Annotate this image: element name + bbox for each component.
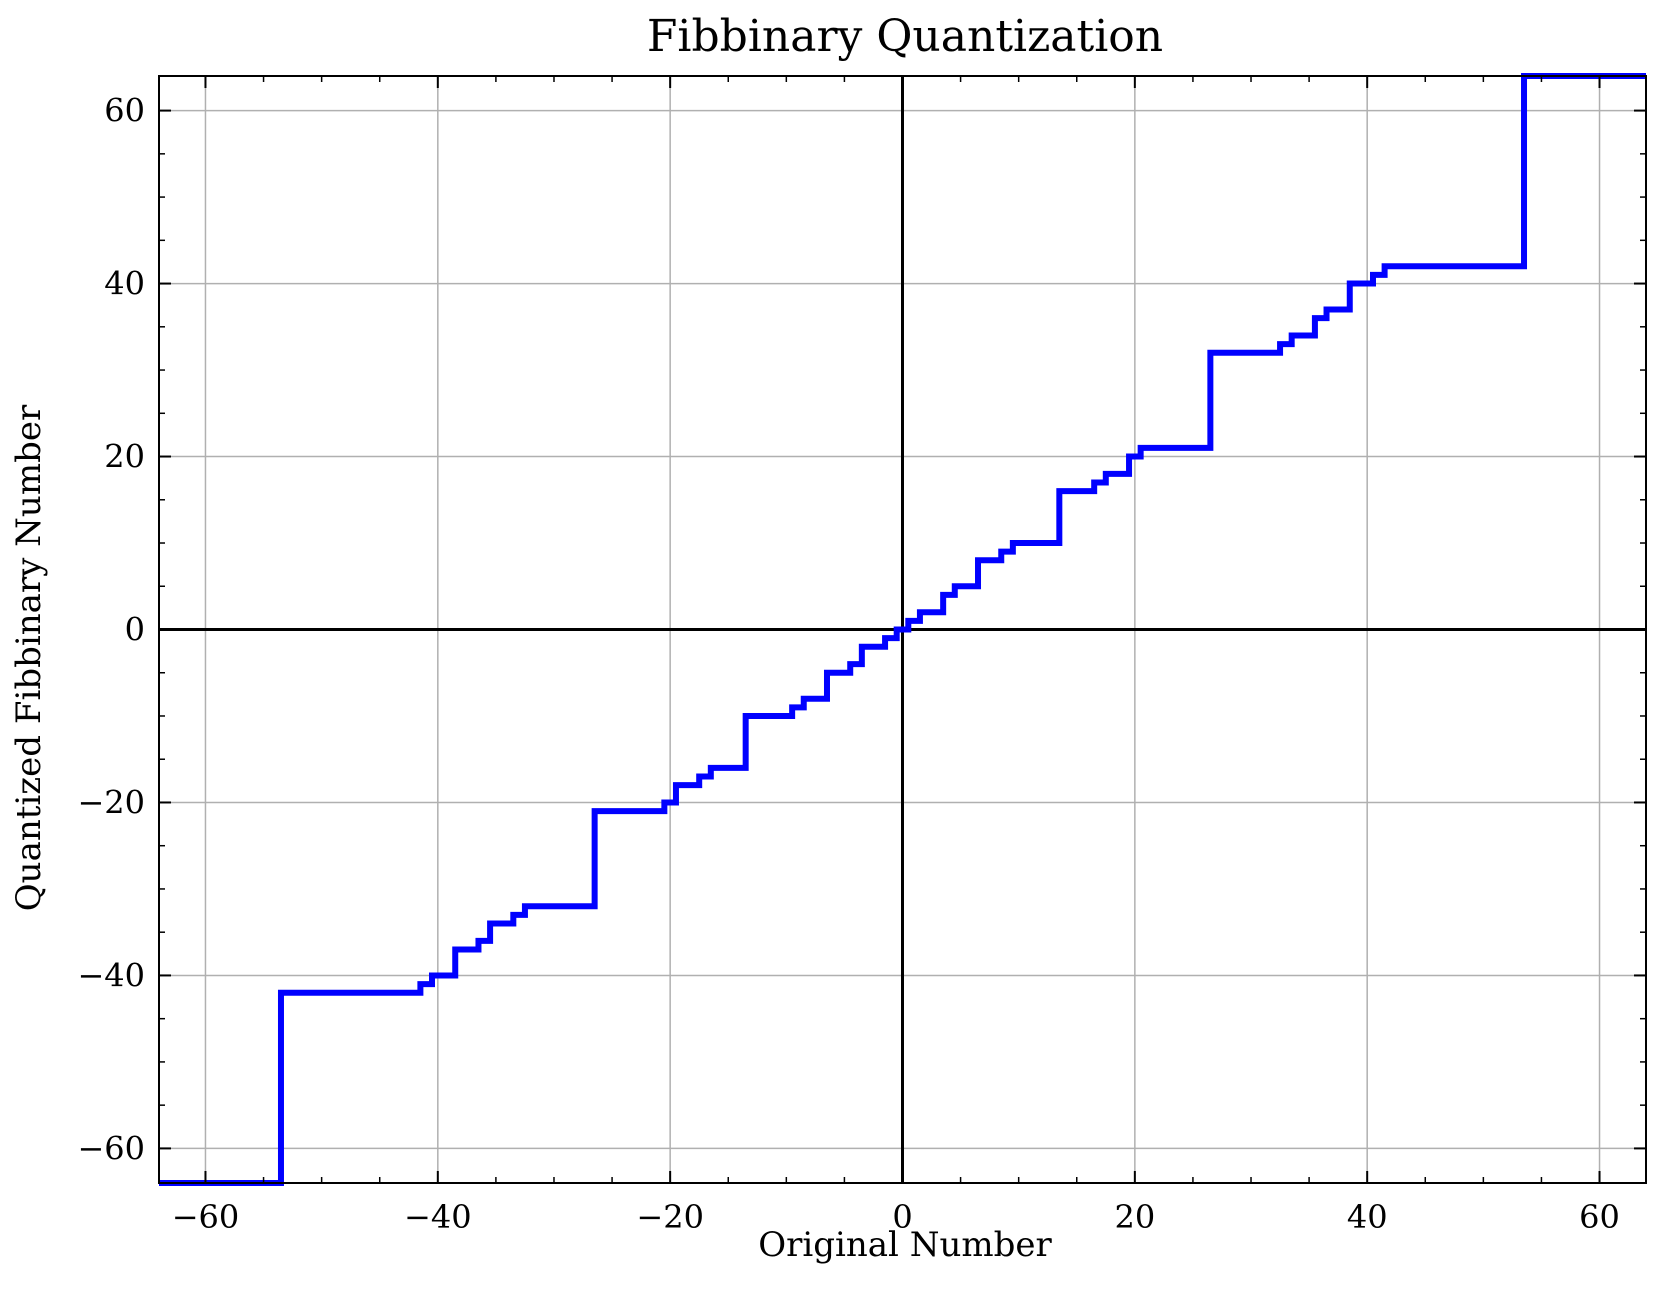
x-tick-labels: −60 −40 −20 0 20 40 60 xyxy=(172,1198,1620,1236)
y-axis-label: Quantized Fibbinary Number xyxy=(9,404,49,911)
x-tick-label: −20 xyxy=(636,1198,704,1236)
x-tick-label: −40 xyxy=(404,1198,472,1236)
y-tick-label: −40 xyxy=(77,956,145,994)
y-tick-label: 60 xyxy=(104,92,145,130)
series-line-0 xyxy=(159,73,1646,1186)
y-tick-label: 0 xyxy=(125,611,145,649)
y-tick-labels: −60 −40 −20 0 20 40 60 xyxy=(77,92,145,1168)
series-layer xyxy=(159,73,1646,1186)
x-tick-label: −60 xyxy=(172,1198,240,1236)
x-tick-label: 40 xyxy=(1347,1198,1388,1236)
y-tick-label: 20 xyxy=(104,438,145,476)
chart-title: Fibbinary Quantization xyxy=(647,11,1163,62)
y-tick-label: 40 xyxy=(104,265,145,303)
x-axis-label: Original Number xyxy=(758,1225,1052,1265)
y-tick-label: −20 xyxy=(77,783,145,821)
y-tick-label: −60 xyxy=(77,1129,145,1167)
axis-ticks xyxy=(159,76,1646,1183)
x-tick-label: 60 xyxy=(1579,1198,1620,1236)
x-tick-label: 0 xyxy=(892,1198,912,1236)
x-tick-label: 20 xyxy=(1114,1198,1155,1236)
